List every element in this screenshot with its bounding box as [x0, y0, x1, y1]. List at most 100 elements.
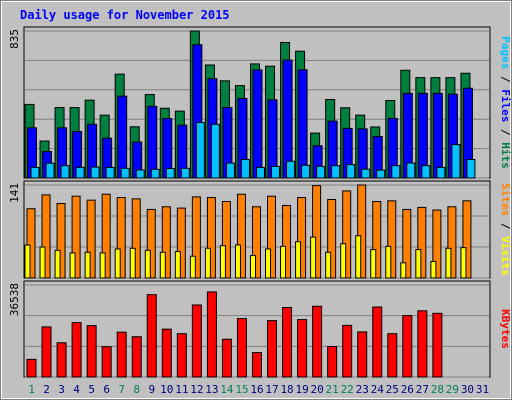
bar-pages — [90, 166, 100, 179]
x-tick-label: 26 — [401, 383, 414, 396]
bar-visits — [144, 249, 151, 279]
legend-label-sites-visits: Sites / Visits — [499, 183, 512, 276]
bar-files — [282, 59, 293, 179]
bar-sites — [26, 208, 36, 279]
bar-visits — [400, 262, 407, 279]
bar-sites — [402, 208, 412, 279]
bar-kbytes — [116, 331, 127, 378]
bar-kbytes — [387, 333, 398, 378]
bar-kbytes — [176, 333, 187, 378]
bar-pages — [105, 166, 115, 179]
bar-pages — [271, 165, 281, 179]
bar-kbytes — [357, 331, 368, 378]
y-tick-label-hits-files-pages: 835 — [8, 29, 21, 49]
x-tick-label: 21 — [326, 383, 339, 396]
bar-files — [297, 69, 308, 179]
bar-sites — [41, 194, 51, 279]
bar-sites — [282, 204, 292, 279]
bar-sites — [357, 184, 367, 279]
bar-kbytes — [402, 315, 413, 378]
bar-visits — [24, 244, 31, 279]
x-tick-label: 16 — [250, 383, 263, 396]
bar-pages — [30, 166, 40, 179]
bar-sites — [372, 200, 382, 279]
bar-sites — [462, 200, 472, 279]
bar-visits — [340, 243, 347, 279]
x-tick-label: 29 — [446, 383, 459, 396]
legend-entry-hits: Hits — [499, 142, 512, 169]
bar-kbytes — [417, 310, 428, 378]
bar-sites — [327, 199, 337, 279]
bar-pages — [195, 122, 205, 179]
bar-visits — [385, 245, 392, 279]
bar-visits — [370, 249, 377, 279]
bar-visits — [415, 249, 422, 279]
bar-kbytes — [327, 346, 338, 378]
bar-sites — [131, 198, 141, 279]
bar-visits — [174, 251, 181, 279]
bar-sites — [417, 206, 427, 279]
bar-kbytes — [312, 305, 323, 378]
bar-sites — [267, 195, 277, 279]
bar-visits — [310, 236, 317, 279]
bar-visits — [69, 252, 76, 279]
bar-visits — [99, 252, 106, 279]
y-tick-label-kbytes: 36538 — [8, 283, 21, 316]
x-tick-label: 4 — [73, 383, 80, 396]
x-tick-label: 2 — [43, 383, 50, 396]
bar-kbytes — [342, 324, 353, 378]
bar-kbytes — [71, 322, 82, 378]
x-tick-label: 13 — [205, 383, 218, 396]
legend-entry-separator: / — [499, 69, 512, 89]
bar-pages — [466, 159, 476, 179]
bar-pages — [120, 167, 130, 179]
x-tick-label: 17 — [265, 383, 278, 396]
x-tick-label: 14 — [220, 383, 234, 396]
bar-visits — [189, 255, 196, 279]
bar-sites — [191, 196, 201, 279]
x-tick-label: 3 — [58, 383, 65, 396]
bar-pages — [45, 162, 55, 179]
bar-kbytes — [86, 325, 97, 378]
bar-sites — [342, 190, 352, 279]
bar-sites — [86, 199, 96, 279]
legend-label-hits-files-pages: Pages / Files / Hits — [499, 36, 512, 169]
bar-visits — [204, 247, 211, 279]
bar-visits — [430, 261, 437, 279]
bar-kbytes — [161, 328, 172, 378]
bar-sites — [206, 197, 216, 279]
bar-visits — [159, 251, 166, 279]
legend-entry-separator: / — [499, 216, 512, 236]
bar-visits — [280, 245, 287, 279]
bar-kbytes — [191, 304, 202, 378]
legend-entry-files: Files — [499, 89, 512, 122]
chart-border-inner — [1, 1, 511, 399]
x-tick-label: 8 — [133, 383, 140, 396]
bar-files — [147, 105, 158, 179]
chart-title: Daily usage for November 2015 — [20, 8, 230, 22]
legend-entry-kbytes: KBytes — [499, 309, 512, 349]
bar-sites — [71, 195, 81, 279]
legend-entry-visits: Visits — [499, 236, 512, 276]
x-tick-label: 25 — [386, 383, 399, 396]
bar-sites — [447, 206, 457, 279]
bar-kbytes — [267, 320, 278, 378]
bar-files — [117, 95, 128, 179]
x-tick-label: 1 — [28, 383, 35, 396]
x-tick-label: 22 — [341, 383, 354, 396]
bar-kbytes — [236, 318, 247, 378]
bar-pages — [240, 159, 250, 179]
x-tick-label: 5 — [88, 383, 95, 396]
bar-sites — [312, 185, 322, 279]
bar-kbytes — [41, 326, 52, 378]
bar-files — [432, 92, 443, 179]
bar-visits — [460, 247, 467, 279]
x-tick-label: 20 — [311, 383, 324, 396]
bar-pages — [210, 123, 220, 179]
x-tick-label: 9 — [148, 383, 155, 396]
bar-visits — [114, 248, 121, 279]
bar-files — [252, 69, 263, 179]
bar-pages — [165, 167, 175, 179]
